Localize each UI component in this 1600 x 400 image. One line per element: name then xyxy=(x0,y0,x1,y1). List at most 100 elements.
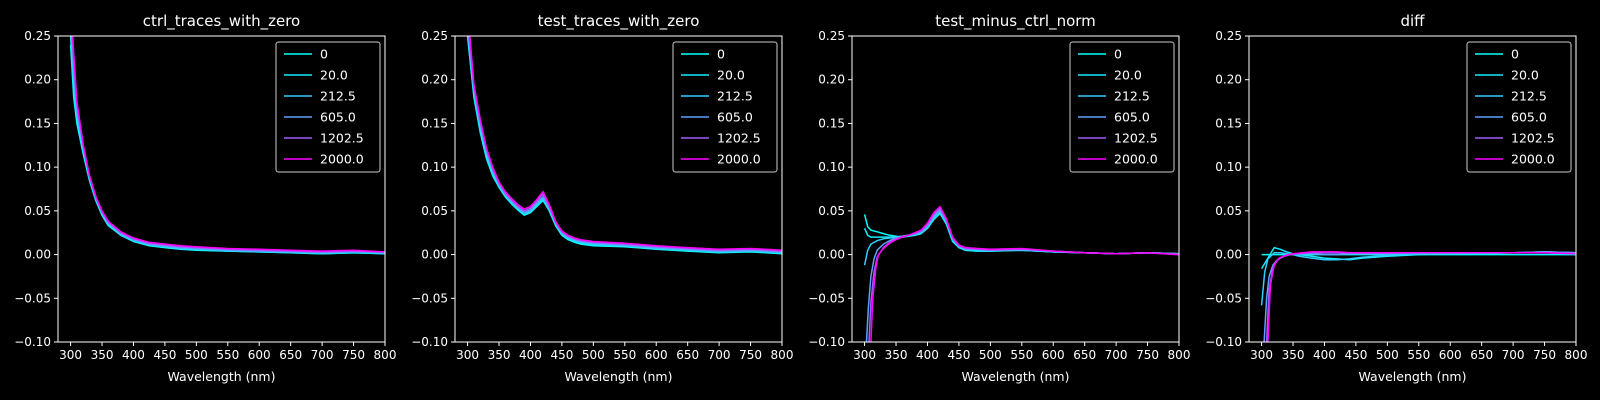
legend-label: 605.0 xyxy=(1511,110,1547,125)
x-tick-label: 550 xyxy=(216,348,239,362)
x-tick-label: 550 xyxy=(1407,348,1430,362)
x-tick-label: 400 xyxy=(122,348,145,362)
legend-label: 605.0 xyxy=(320,110,356,125)
x-tick-label: 600 xyxy=(1042,348,1065,362)
legend-label: 605.0 xyxy=(1114,110,1150,125)
x-tick-label: 800 xyxy=(1565,348,1588,362)
y-tick-label: 0.20 xyxy=(818,73,845,87)
x-tick-label: 700 xyxy=(708,348,731,362)
x-tick-label: 500 xyxy=(185,348,208,362)
x-tick-label: 650 xyxy=(279,348,302,362)
x-tick-label: 300 xyxy=(853,348,876,362)
y-tick-label: −0.10 xyxy=(14,335,51,349)
legend-label: 212.5 xyxy=(1511,89,1547,104)
legend-label: 212.5 xyxy=(320,89,356,104)
x-axis-label: Wavelength (nm) xyxy=(1359,369,1467,384)
y-tick-label: 0.20 xyxy=(24,73,51,87)
legend-label: 20.0 xyxy=(1511,68,1539,83)
series-lines xyxy=(863,205,1179,342)
x-tick-label: 400 xyxy=(1313,348,1336,362)
panel-title: ctrl_traces_with_zero xyxy=(143,12,300,31)
y-tick-label: 0.10 xyxy=(818,160,845,174)
x-tick-label: 500 xyxy=(979,348,1002,362)
panel-title: test_minus_ctrl_norm xyxy=(935,12,1096,31)
x-tick-label: 300 xyxy=(1250,348,1273,362)
legend-label: 605.0 xyxy=(717,110,753,125)
x-tick-label: 650 xyxy=(1470,348,1493,362)
y-tick-label: 0.00 xyxy=(818,248,845,262)
series-lines xyxy=(69,36,385,255)
y-tick-label: 0.15 xyxy=(24,116,51,130)
axes-frame xyxy=(1248,35,1577,343)
panel-ctrl-traces: ctrl_traces_with_zero Wavelength (nm) 30… xyxy=(14,12,397,384)
series-line-2000-0 xyxy=(71,36,385,253)
y-tick-label: −0.05 xyxy=(14,291,51,305)
x-tick-label: 800 xyxy=(1168,348,1191,362)
x-tick-label: 450 xyxy=(550,348,573,362)
y-tick-label: 0.10 xyxy=(421,160,448,174)
x-tick-label: 300 xyxy=(59,348,82,362)
x-tick-label: 750 xyxy=(739,348,762,362)
x-tick-label: 450 xyxy=(153,348,176,362)
legend-label: 2000.0 xyxy=(717,152,761,167)
y-tick-label: 0.15 xyxy=(818,116,845,130)
panel-test-traces: test_traces_with_zero Wavelength (nm) 30… xyxy=(411,12,794,384)
panel-test-minus-ctrl: test_minus_ctrl_norm Wavelength (nm) 300… xyxy=(808,12,1190,384)
x-tick-label: 750 xyxy=(342,348,365,362)
x-tick-label: 650 xyxy=(676,348,699,362)
y-tick-label: −0.10 xyxy=(808,335,845,349)
legend-label: 212.5 xyxy=(1114,89,1150,104)
x-tick-label: 700 xyxy=(311,348,334,362)
y-tick-label: 0.10 xyxy=(1215,160,1242,174)
x-tick-label: 600 xyxy=(248,348,271,362)
legend-label: 2000.0 xyxy=(1511,152,1555,167)
x-tick-label: 800 xyxy=(374,348,397,362)
y-tick-label: 0.00 xyxy=(1215,248,1242,262)
panel-title: diff xyxy=(1400,12,1425,30)
legend: 0 20.0 212.5 605.0 1202.5 2000.0 xyxy=(1466,41,1572,173)
y-tick-label: −0.10 xyxy=(411,335,448,349)
x-tick-label: 450 xyxy=(947,348,970,362)
x-tick-label: 700 xyxy=(1502,348,1525,362)
series-line-2000-0 xyxy=(870,205,1179,342)
series-line-2000-0 xyxy=(469,36,782,251)
x-axis-label: Wavelength (nm) xyxy=(168,369,276,384)
legend: 0 20.0 212.5 605.0 1202.5 2000.0 xyxy=(275,41,381,173)
axes-frame xyxy=(851,35,1180,343)
x-tick-label: 550 xyxy=(613,348,636,362)
x-tick-label: 350 xyxy=(91,348,114,362)
y-tick-label: −0.05 xyxy=(808,291,845,305)
legend-label: 2000.0 xyxy=(320,152,364,167)
y-tick-label: 0.25 xyxy=(1215,29,1242,43)
y-tick-label: 0.00 xyxy=(24,248,51,262)
x-tick-label: 650 xyxy=(1073,348,1096,362)
series-line-212-5 xyxy=(863,210,1179,266)
y-tick-label: 0.25 xyxy=(818,29,845,43)
legend-label: 1202.5 xyxy=(320,131,364,146)
axes-frame xyxy=(454,35,783,343)
y-tick-label: −0.05 xyxy=(1205,291,1242,305)
x-tick-label: 400 xyxy=(916,348,939,362)
series-line-20-0 xyxy=(1260,246,1576,269)
series-line-2000-0 xyxy=(1267,251,1576,342)
legend-label: 20.0 xyxy=(1114,68,1142,83)
panel-diff: diff Wavelength (nm) 300 350 400 450 500 550 6… xyxy=(1205,12,1587,384)
y-tick-label: 0.25 xyxy=(24,29,51,43)
x-tick-label: 500 xyxy=(1376,348,1399,362)
legend-label: 0 xyxy=(1511,47,1519,62)
y-tick-label: 0.05 xyxy=(1215,204,1242,218)
y-tick-label: 0.20 xyxy=(421,73,448,87)
x-tick-label: 800 xyxy=(771,348,794,362)
legend: 0 20.0 212.5 605.0 1202.5 2000.0 xyxy=(1069,41,1175,173)
y-tick-label: 0.05 xyxy=(818,204,845,218)
x-axis-label: Wavelength (nm) xyxy=(565,369,673,384)
x-tick-label: 550 xyxy=(1010,348,1033,362)
y-tick-label: 0.05 xyxy=(24,204,51,218)
y-tick-label: 0.05 xyxy=(421,204,448,218)
series-lines xyxy=(1260,246,1576,342)
x-tick-label: 300 xyxy=(456,348,479,362)
x-tick-label: 750 xyxy=(1136,348,1159,362)
legend-label: 1202.5 xyxy=(1114,131,1158,146)
